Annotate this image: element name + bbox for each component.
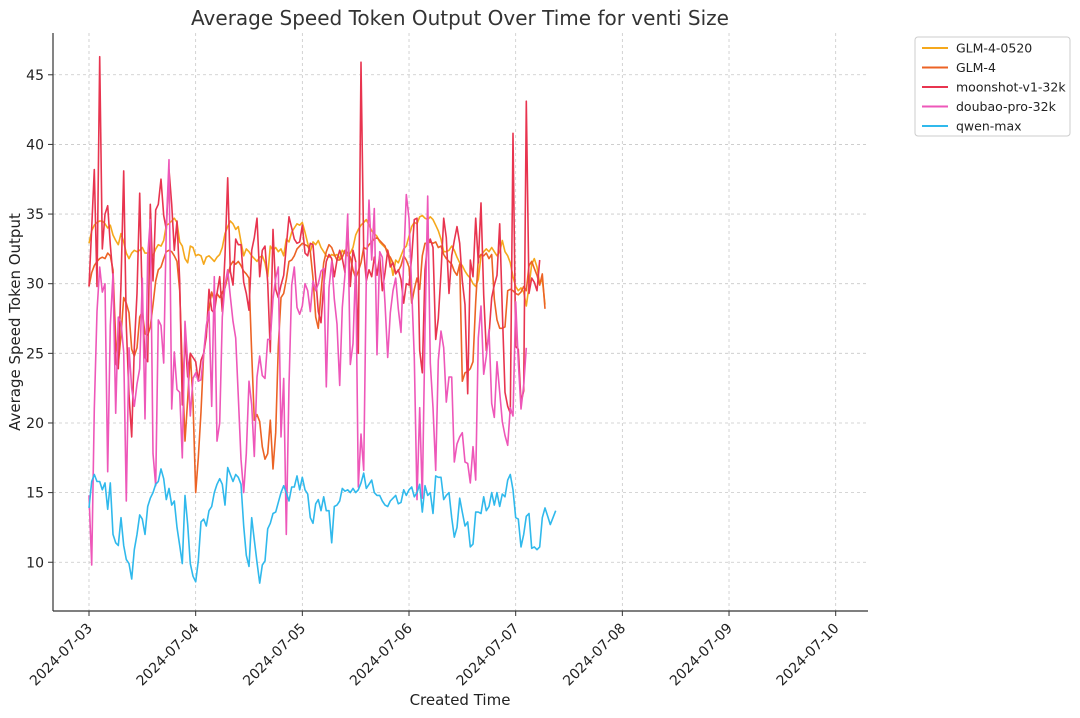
x-tick-label: 2024-07-08 [560, 621, 629, 690]
y-tick-label: 30 [26, 277, 44, 293]
x-tick-label: 2024-07-04 [134, 620, 203, 689]
x-tick-label: 2024-07-05 [240, 621, 309, 690]
y-tick-label: 45 [26, 68, 44, 84]
x-tick-label: 2024-07-10 [774, 621, 843, 690]
y-axis-label: Average Speed Token Output [6, 213, 24, 431]
y-tick-label: 35 [26, 207, 44, 223]
series-lines [88, 55, 557, 584]
legend-label-moonshot-v1-32k: moonshot-v1-32k [956, 80, 1066, 95]
y-axis-ticks: 10 15 20 25 30 35 40 45 [26, 68, 53, 571]
legend-label-doubao-pro-32k: doubao-pro-32k [956, 99, 1057, 114]
legend: GLM-4-0520 GLM-4 moonshot-v1-32k doubao-pro… [914, 36, 1071, 137]
series-line-glm-4-0520 [88, 214, 546, 307]
legend-box [914, 36, 1071, 137]
chart-title: Average Speed Token Output Over Time for… [191, 6, 729, 30]
x-axis-ticks: 2024-07-03 2024-07-04 2024-07-05 2024-07-06… [27, 611, 843, 689]
series-line-moonshot-v1-32k [88, 55, 541, 438]
y-tick-label: 10 [26, 555, 44, 571]
x-tick-label: 2024-07-09 [667, 621, 736, 690]
x-tick-label: 2024-07-06 [347, 620, 416, 689]
legend-label-glm-4-0520: GLM-4-0520 [956, 41, 1032, 56]
legend-label-glm-4: GLM-4 [956, 60, 996, 75]
y-tick-label: 15 [26, 486, 44, 502]
axes [52, 33, 868, 612]
x-tick-label: 2024-07-07 [454, 621, 523, 690]
y-tick-label: 25 [26, 346, 44, 362]
series-line-qwen-max [88, 466, 557, 584]
y-tick-label: 20 [26, 416, 44, 432]
x-axis-label: Created Time [410, 691, 511, 709]
legend-label-qwen-max: qwen-max [956, 119, 1022, 134]
series-line-doubao-pro-32k [88, 158, 528, 566]
y-tick-label: 40 [26, 137, 44, 153]
grid-lines [53, 33, 868, 611]
x-tick-label: 2024-07-03 [27, 621, 96, 690]
